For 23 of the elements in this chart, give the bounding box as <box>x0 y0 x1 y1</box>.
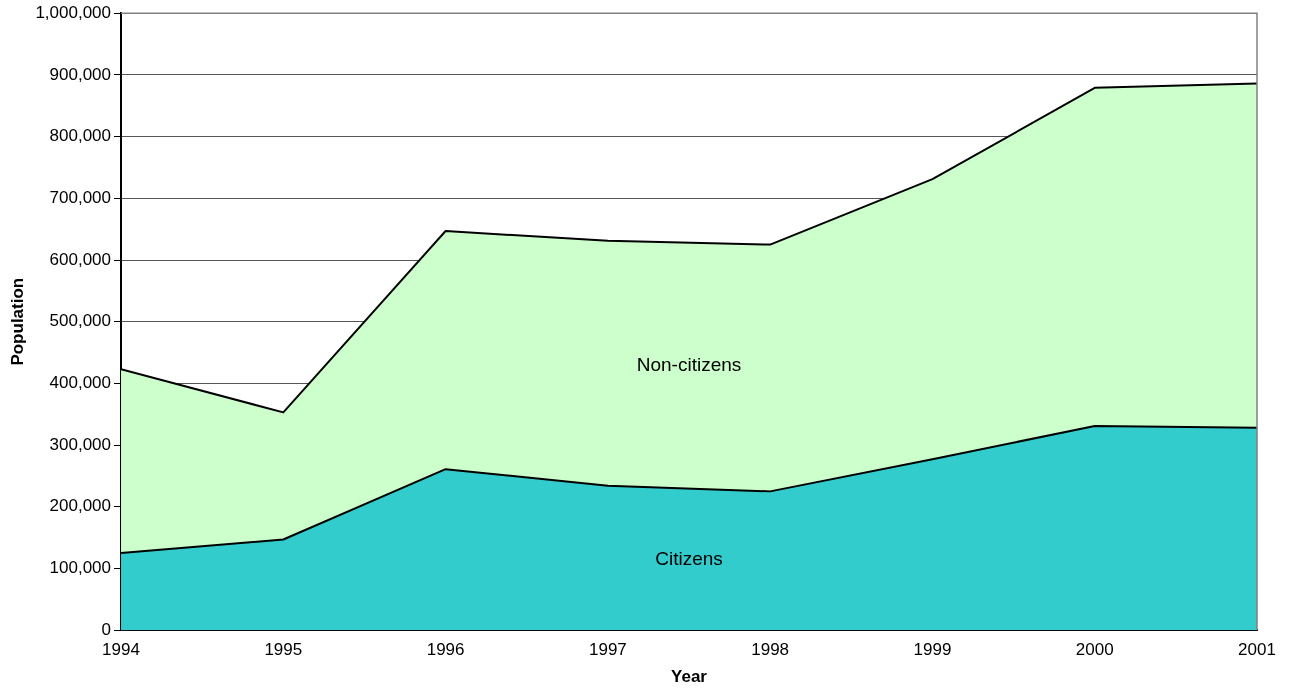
y-tick-label: 600,000 <box>49 249 112 269</box>
y-tick-label: 100,000 <box>49 558 112 578</box>
series-label: Citizens <box>655 547 723 569</box>
y-tick-label: 1,000,000 <box>35 2 112 22</box>
y-axis-title: Population <box>7 277 27 366</box>
x-tick-label: 1995 <box>264 640 303 660</box>
y-tick-label: 300,000 <box>49 434 112 454</box>
x-tick-label: 1997 <box>588 640 627 660</box>
y-tick-label: 200,000 <box>49 496 112 516</box>
x-tick-label: 1996 <box>426 640 465 660</box>
y-tick-label: 400,000 <box>49 373 112 393</box>
x-tick-label: 2001 <box>1238 640 1276 660</box>
y-tick-label: 700,000 <box>49 187 112 207</box>
x-tick-label: 1994 <box>102 640 140 660</box>
x-tick-label: 1998 <box>751 640 790 660</box>
x-tick-label: 2000 <box>1075 640 1114 660</box>
y-tick-label: 500,000 <box>49 311 112 331</box>
x-tick-label: 1999 <box>913 640 952 660</box>
y-tick-label: 800,000 <box>49 126 112 146</box>
y-tick-label: 0 <box>101 619 112 639</box>
x-axis-title: Year <box>671 667 708 687</box>
y-tick-label: 900,000 <box>49 64 112 84</box>
series-label: Non-citizens <box>636 353 742 375</box>
